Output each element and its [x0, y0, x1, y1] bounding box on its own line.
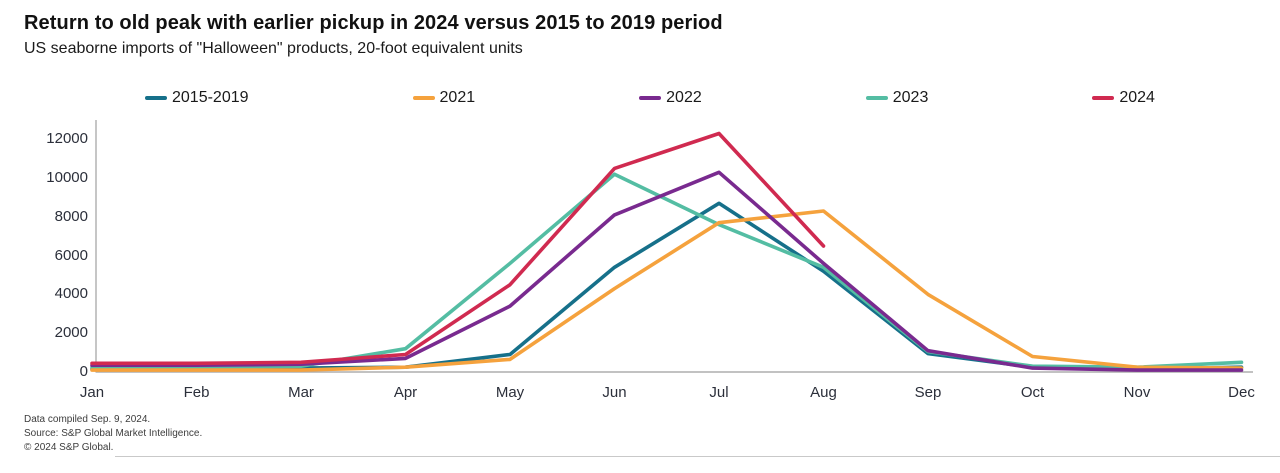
- legend-label-2022: 2022: [666, 89, 702, 106]
- y-axis-tick-10000: 10000: [46, 169, 88, 187]
- x-axis-tick-oct: Oct: [1020, 384, 1045, 401]
- footer-source: Source: S&P Global Market Intelligence.: [24, 428, 203, 439]
- x-axis-tick-mar: Mar: [288, 384, 314, 401]
- x-axis-tick-dec: Dec: [1228, 384, 1255, 401]
- x-axis-tick-jun: Jun: [602, 384, 627, 401]
- series-line-2024: [90, 131, 826, 366]
- series-line-2022: [90, 170, 1244, 372]
- page-title: Return to old peak with earlier pickup i…: [24, 12, 723, 34]
- legend-item-2024: 2024: [1092, 89, 1155, 107]
- legend-item-2022: 2022: [639, 89, 702, 107]
- legend-item-2021: 2021: [412, 89, 476, 107]
- page-subtitle: US seaborne imports of "Halloween" produ…: [24, 40, 523, 57]
- legend-swatch-2015-2019: [145, 96, 167, 100]
- y-axis-tick-12000: 12000: [46, 130, 88, 148]
- legend-swatch-2021: [412, 96, 435, 100]
- x-axis-tick-sep: Sep: [914, 384, 942, 401]
- x-axis-tick-jul: Jul: [709, 384, 729, 401]
- y-axis-tick-2000: 2000: [54, 324, 88, 342]
- series-line-2015-2019: [90, 201, 1244, 371]
- x-axis-tick-aug: Aug: [810, 384, 837, 401]
- x-axis-tick-jan: Jan: [79, 384, 105, 401]
- y-axis-tick-0: 0: [79, 363, 88, 380]
- x-axis-tick-may: May: [495, 384, 525, 401]
- legend-label-2024: 2024: [1119, 89, 1155, 106]
- legend-item-2023: 2023: [865, 89, 929, 107]
- legend-label-2015-2019: 2015-2019: [172, 89, 249, 106]
- legend-item-2015-2019: 2015-2019: [145, 89, 249, 107]
- legend-swatch-2024: [1092, 96, 1115, 100]
- source-footer: Data compiled Sep. 9, 2024. Source: S&P …: [24, 413, 202, 455]
- x-axis-tick-feb: Feb: [183, 384, 210, 401]
- y-axis-tick-6000: 6000: [54, 246, 88, 264]
- legend-swatch-2022: [639, 96, 662, 100]
- legend-label-2021: 2021: [439, 89, 476, 106]
- x-axis-tick-apr: Apr: [393, 384, 418, 401]
- bottom-divider: [115, 456, 1280, 457]
- footer-compiled-date: Data compiled Sep. 9, 2024.: [24, 414, 151, 425]
- y-axis-tick-8000: 8000: [54, 207, 88, 225]
- series-line-2021: [90, 209, 1244, 372]
- footer-copyright: © 2024 S&P Global.: [24, 442, 114, 453]
- legend-swatch-2023: [865, 96, 888, 100]
- legend: 2015-2019 2021 2022 2023 2024: [145, 89, 1155, 107]
- y-axis-tick-4000: 4000: [54, 285, 88, 303]
- legend-label-2023: 2023: [892, 89, 929, 106]
- x-axis-tick-nov: Nov: [1123, 384, 1151, 401]
- series-line-2023: [90, 172, 1244, 370]
